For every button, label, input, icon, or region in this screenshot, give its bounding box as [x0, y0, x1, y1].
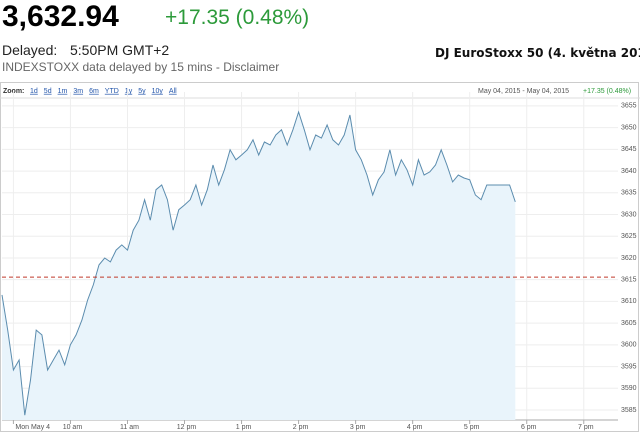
x-tick-label: 3 pm	[350, 424, 366, 431]
x-tick-label: 2 pm	[293, 424, 309, 431]
y-tick-label: 3620	[621, 255, 637, 262]
y-tick-label: 3655	[621, 103, 637, 110]
y-tick-label: 3625	[621, 233, 637, 240]
line	[1, 110, 516, 416]
zoom-option[interactable]: YTD	[105, 88, 119, 95]
zoom-option[interactable]: 1m	[58, 88, 68, 95]
chart: Zoom: May 04, 2015 - May 04, 2015 +17.35…	[0, 82, 640, 432]
x-tick-label: 11 am	[120, 424, 139, 431]
date-range: May 04, 2015 - May 04, 2015	[478, 88, 569, 95]
y-tick-label: 3650	[621, 124, 637, 131]
zoom-option[interactable]: 10y	[152, 88, 164, 95]
y-tick-label: 3635	[621, 190, 637, 197]
caption: DJ EuroStoxx 50 (4. května 2015)	[435, 46, 640, 60]
x-tick-label: 1 pm	[236, 424, 252, 431]
y-tick-label: 3590	[621, 385, 637, 392]
y-tick-label: 3605	[621, 320, 637, 327]
range-change: +17.35 (0.48%)	[583, 88, 631, 95]
time: 5:50PM GMT+2	[70, 42, 170, 58]
zoom-option[interactable]: 5d	[44, 88, 52, 95]
x-tick-label: 12 pm	[177, 424, 197, 431]
y-tick-label: 3585	[621, 407, 637, 414]
price: 3,632.94	[2, 0, 119, 33]
zoom-option[interactable]: All	[169, 88, 177, 95]
y-tick-label: 3595	[621, 363, 637, 370]
x-tick-label: 10 am	[63, 424, 83, 431]
zoom-option[interactable]: 1y	[125, 88, 133, 95]
y-tick-label: 3640	[621, 168, 637, 175]
delayed-label: Delayed:	[2, 42, 58, 58]
zoom-option[interactable]: 5y	[138, 88, 146, 95]
x-tick-label: 4 pm	[407, 424, 423, 431]
x-tick-label: 6 pm	[521, 424, 537, 431]
y-tick-label: 3610	[621, 298, 637, 305]
source-note: INDEXSTOXX data delayed by 15 mins - Dis…	[2, 60, 280, 74]
y-tick-label: 3645	[621, 146, 637, 153]
area	[2, 112, 516, 420]
y-tick-label: 3600	[621, 342, 637, 349]
x-tick-label: 7 pm	[578, 424, 594, 431]
zoom-option[interactable]: 6m	[89, 88, 99, 95]
x-tick-label: Mon May 4	[15, 424, 50, 431]
y-tick-label: 3615	[621, 277, 637, 284]
price-change: +17.35 (0.48%)	[165, 6, 310, 29]
zoom-label: Zoom:	[3, 88, 24, 95]
zoom-option[interactable]: 3m	[73, 88, 83, 95]
zoom-option[interactable]: 1d	[30, 88, 38, 95]
x-tick-label: 5 pm	[464, 424, 480, 431]
y-tick-label: 3630	[621, 211, 637, 218]
